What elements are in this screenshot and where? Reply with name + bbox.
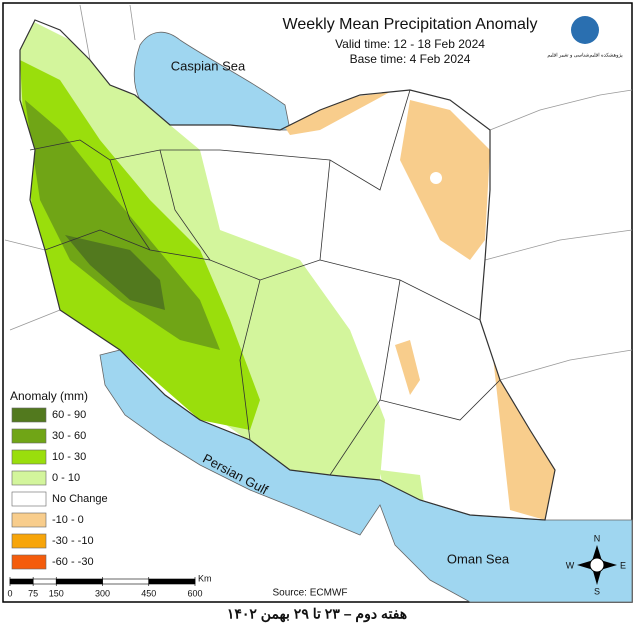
anomaly-field [20,20,555,520]
legend-swatch [11,491,47,507]
legend: Anomaly (mm) 60 - 90 30 - 60 10 - 30 0 - 10… [10,389,108,570]
source: Source: ECMWF [272,588,347,599]
anomaly-region [280,92,390,135]
scale-label: 450 [141,588,156,598]
compass: N S W E [566,533,626,596]
caspian-label: Caspian Sea [171,58,246,73]
scale-label: 150 [49,588,64,598]
compass-s: S [594,586,600,596]
legend-title: Anomaly (mm) [10,389,88,403]
anomaly-region [400,100,490,260]
legend-label: -10 - 0 [52,514,84,526]
legend-swatch [11,407,47,423]
anomaly-region [395,340,420,395]
scale-segment [32,578,57,585]
anomaly-region [65,235,165,310]
scale-label: 0 [7,588,12,598]
compass-w: W [566,560,575,570]
scale-label: 75 [28,588,38,598]
anomaly-region [25,100,220,350]
legend-swatch [11,428,47,444]
legend-label: No Change [52,493,108,505]
scale-segment [9,578,34,585]
neighbors [4,4,633,381]
anomaly-region [20,20,385,480]
scale-label: 300 [95,588,110,598]
scale-segment [148,578,196,585]
compass-e: E [620,560,626,570]
scale-label: 600 [187,588,202,598]
caption: هفته دوم – ۲۳ تا ۲۹ بهمن ۱۴۰۲ [227,606,407,623]
caspian-sea [133,31,291,131]
oman-label: Oman Sea [447,551,510,566]
blank-spot [430,172,442,184]
legend-label: 0 - 10 [52,472,80,484]
legend-label: -30 - -10 [52,535,94,547]
logo [571,16,599,44]
legend-swatch [11,449,47,465]
scale-unit: Km [198,573,212,583]
legend-label: 60 - 90 [52,409,86,421]
base-time: Base time: 4 Feb 2024 [350,52,471,66]
legend-label: 10 - 30 [52,451,86,463]
valid-time: Valid time: 12 - 18 Feb 2024 [335,37,485,51]
legend-label: -60 - -30 [52,556,94,568]
province-borders [19,19,556,521]
map-title: Weekly Mean Precipitation Anomaly [283,16,538,33]
legend-swatch [11,554,47,570]
legend-swatch [11,533,47,549]
scale-segment [55,578,103,585]
logo-text: پژوهشکده اقلیم‌شناسی و تغییر اقلیم [547,52,623,58]
legend-swatch [11,470,47,486]
legend-swatch [11,512,47,528]
compass-n: N [594,533,601,543]
legend-label: 30 - 60 [52,430,86,442]
scale-segment [102,578,150,585]
scale-bar: 0 75 150 300 450 600 Km [7,573,211,598]
